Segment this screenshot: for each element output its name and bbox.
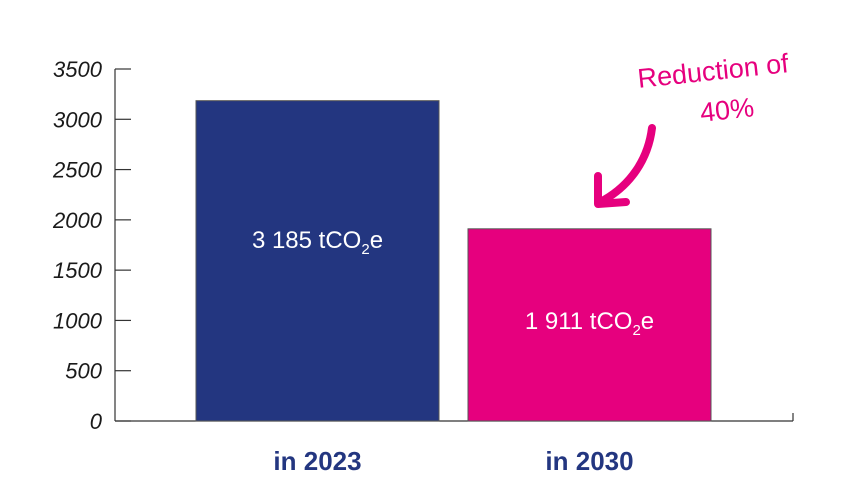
- annotation-text-line-2: 40%: [699, 92, 756, 127]
- bar-1: [467, 228, 712, 422]
- y-tick-label-7: 3500: [53, 57, 103, 82]
- y-tick-label-6: 3000: [53, 107, 103, 132]
- y-tick-label-4: 2000: [52, 208, 103, 233]
- bar-0: [195, 100, 440, 422]
- y-tick-label-2: 1000: [53, 308, 103, 333]
- y-tick-label-5: 2500: [52, 158, 103, 183]
- labels-layer: 3 185 tCO2e in 2023 1 911 tCO2e in 2030: [252, 227, 654, 476]
- bar-value-label-0: 3 185 tCO2e: [252, 227, 383, 258]
- x-category-label-1: in 2030: [545, 446, 633, 476]
- y-tick-label-3: 1500: [53, 258, 103, 283]
- y-tick-label-1: 500: [65, 359, 102, 384]
- x-category-label-0: in 2023: [273, 446, 361, 476]
- axis-layer: 0 500 1000 1500 2000 2500 3000 3500: [52, 57, 794, 434]
- annotation-text-line-1: Reduction of: [636, 48, 790, 94]
- bar-value-label-1: 1 911 tCO2e: [525, 308, 654, 339]
- y-tick-label-0: 0: [90, 409, 103, 434]
- annotation-arrow-head: [594, 172, 630, 208]
- annotation-arrow-shaft: [600, 124, 656, 204]
- bars-layer: [195, 100, 712, 422]
- annotation: Reduction of 40%: [594, 48, 791, 208]
